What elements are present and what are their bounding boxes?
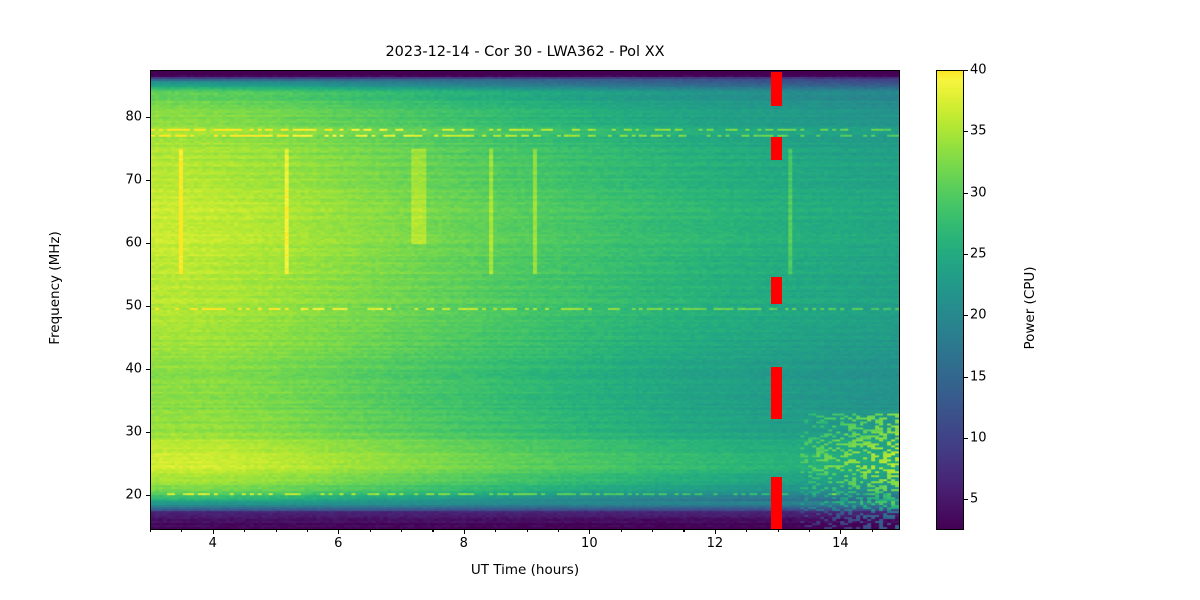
x-minor-tick-mark bbox=[432, 530, 434, 533]
page-title: 2023-12-14 - Cor 30 - LWA362 - Pol XX bbox=[385, 44, 665, 60]
x-minor-tick-mark bbox=[275, 530, 277, 533]
colorbar-tick-mark bbox=[964, 376, 968, 378]
x-minor-tick-mark bbox=[150, 530, 152, 533]
x-tick-mark bbox=[840, 530, 842, 534]
x-tick-label: 14 bbox=[832, 536, 849, 551]
x-tick-label: 6 bbox=[334, 536, 343, 551]
x-tick-mark bbox=[714, 530, 716, 534]
colorbar[interactable] bbox=[936, 70, 964, 530]
x-tick-mark bbox=[589, 530, 591, 534]
x-minor-tick-mark bbox=[683, 530, 685, 533]
x-tick-label: 4 bbox=[208, 536, 217, 551]
colorbar-tick-label: 35 bbox=[970, 123, 987, 139]
y-tick-mark bbox=[146, 495, 150, 497]
colorbar-gradient bbox=[937, 71, 963, 529]
colorbar-tick-mark bbox=[964, 131, 968, 133]
colorbar-tick-mark bbox=[964, 499, 968, 501]
colorbar-tick-label: 40 bbox=[970, 62, 987, 78]
colorbar-tick-mark bbox=[964, 192, 968, 194]
x-axis-label: UT Time (hours) bbox=[470, 562, 580, 578]
colorbar-tick-label: 25 bbox=[970, 246, 987, 262]
x-tick-label: 10 bbox=[581, 536, 598, 551]
colorbar-tick-label: 20 bbox=[970, 307, 987, 323]
x-tick-mark bbox=[212, 530, 214, 534]
y-tick-mark bbox=[146, 432, 150, 434]
y-tick-mark bbox=[146, 243, 150, 245]
y-tick-label: 40 bbox=[125, 361, 142, 377]
y-tick-label: 60 bbox=[125, 235, 142, 251]
x-tick-label: 8 bbox=[459, 536, 468, 551]
y-tick-mark bbox=[146, 306, 150, 308]
x-minor-tick-mark bbox=[495, 530, 497, 533]
x-minor-tick-mark bbox=[244, 530, 246, 533]
colorbar-tick-mark bbox=[964, 70, 968, 72]
colorbar-tick-mark bbox=[964, 254, 968, 256]
x-minor-tick-mark bbox=[369, 530, 371, 533]
x-tick-mark bbox=[463, 530, 465, 534]
x-minor-tick-mark bbox=[652, 530, 654, 533]
y-tick-mark bbox=[146, 369, 150, 371]
x-minor-tick-mark bbox=[808, 530, 811, 533]
x-tick-label: 12 bbox=[706, 536, 724, 551]
x-minor-tick-mark bbox=[306, 530, 308, 533]
y-tick-label: 70 bbox=[125, 172, 142, 188]
y-tick-label: 80 bbox=[125, 109, 142, 125]
colorbar-tick-label: 5 bbox=[970, 491, 979, 507]
colorbar-tick-label: 15 bbox=[970, 369, 987, 385]
x-minor-tick-mark bbox=[526, 530, 528, 533]
x-minor-tick-mark bbox=[401, 530, 403, 533]
y-tick-label: 50 bbox=[125, 298, 142, 314]
y-tick-mark bbox=[146, 180, 150, 182]
x-minor-tick-mark bbox=[181, 530, 183, 533]
x-minor-tick-mark bbox=[557, 530, 560, 533]
spectrogram-image bbox=[151, 71, 899, 529]
x-minor-tick-mark bbox=[620, 530, 622, 533]
x-minor-tick-mark bbox=[871, 530, 873, 533]
y-axis-label: Frequency (MHz) bbox=[47, 231, 63, 345]
colorbar-tick-mark bbox=[964, 315, 968, 317]
y-tick-label: 20 bbox=[125, 487, 142, 503]
colorbar-tick-label: 30 bbox=[970, 185, 987, 201]
x-minor-tick-mark bbox=[746, 530, 748, 533]
colorbar-label: Power (CPU) bbox=[1022, 266, 1038, 350]
colorbar-tick-mark bbox=[964, 438, 968, 440]
x-tick-mark bbox=[338, 530, 340, 534]
spectrogram-axes[interactable] bbox=[150, 70, 900, 530]
x-minor-tick-mark bbox=[777, 530, 779, 533]
y-tick-mark bbox=[146, 117, 150, 119]
colorbar-tick-label: 10 bbox=[970, 430, 987, 446]
y-tick-label: 30 bbox=[125, 424, 142, 440]
